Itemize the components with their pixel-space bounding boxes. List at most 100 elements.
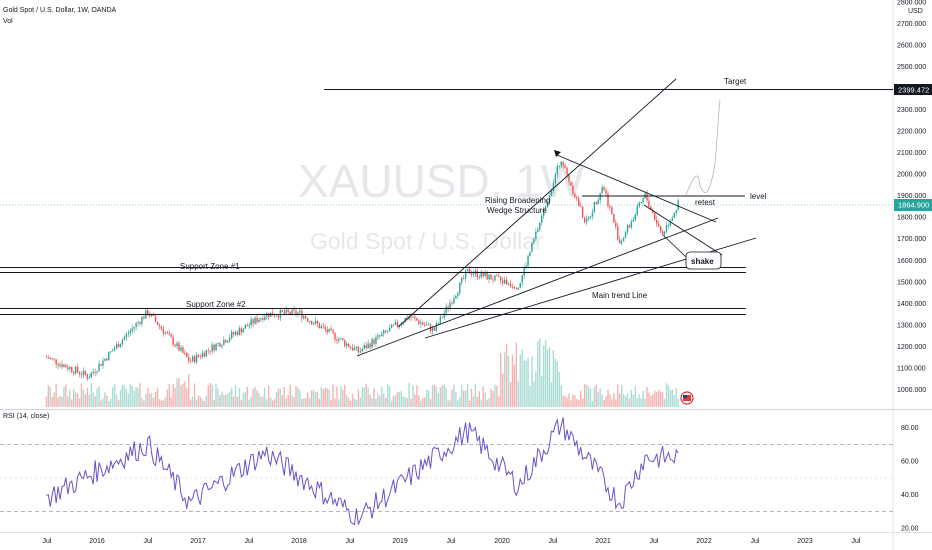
volume-bar bbox=[336, 386, 338, 407]
volume-bar bbox=[88, 394, 90, 407]
volume-bar bbox=[357, 389, 360, 407]
volume-bar bbox=[299, 390, 301, 407]
volume-bar bbox=[190, 399, 192, 407]
volume-bar bbox=[96, 388, 98, 407]
candle-body bbox=[256, 317, 258, 323]
target-price-badge bbox=[894, 84, 932, 95]
candlestick-series[interactable] bbox=[45, 161, 679, 382]
rsi-axis[interactable]: 80.00 60.00 40.00 20.00 bbox=[901, 425, 919, 533]
candle-body bbox=[661, 231, 664, 235]
retest-channel-line[interactable] bbox=[643, 204, 723, 256]
volume-bar bbox=[472, 396, 475, 407]
candle-body bbox=[414, 316, 416, 319]
volume-bar bbox=[112, 387, 114, 407]
candle-body bbox=[650, 206, 652, 210]
candle-body bbox=[205, 350, 207, 357]
candle-body bbox=[578, 198, 580, 207]
price-tick-label: 1000.000 bbox=[897, 387, 926, 394]
volume-bar bbox=[507, 356, 510, 407]
candle-body bbox=[74, 366, 77, 374]
candle-body bbox=[630, 221, 633, 228]
candle-body bbox=[264, 316, 266, 320]
candle-body bbox=[431, 327, 434, 332]
candle-body bbox=[82, 370, 85, 376]
candle-body bbox=[67, 367, 69, 370]
candle-body bbox=[365, 345, 367, 349]
volume-bar bbox=[377, 393, 379, 407]
volume-bar bbox=[654, 390, 656, 407]
volume-bar bbox=[264, 387, 266, 407]
candle-body bbox=[556, 166, 558, 175]
candle-body bbox=[346, 343, 348, 346]
candle-body bbox=[445, 306, 447, 314]
time-axis[interactable]: Jul 2016 Jul 2017 Jul 2018 Jul 2019 Jul 2020 Jul 20… bbox=[43, 538, 861, 545]
volume-bar bbox=[344, 384, 346, 407]
candle-body bbox=[591, 212, 594, 217]
main-trend-label: Main trend Line bbox=[592, 291, 648, 300]
time-tick-label: 2020 bbox=[494, 538, 510, 545]
volume-bar bbox=[455, 391, 457, 407]
wedge-upper-line[interactable] bbox=[397, 78, 677, 328]
volume-bar bbox=[203, 400, 206, 407]
candle-body bbox=[203, 352, 206, 357]
descending-resistance-line[interactable] bbox=[556, 154, 717, 223]
volume-bar bbox=[113, 384, 116, 407]
candle-body bbox=[180, 347, 182, 351]
wedge-label-line1: Rising Broadening bbox=[485, 196, 550, 205]
candle-body bbox=[673, 212, 675, 218]
candle-body bbox=[295, 310, 297, 315]
time-tick-label: Jul bbox=[245, 538, 254, 545]
volume-bar bbox=[650, 396, 652, 407]
volume-indicator-label[interactable]: Vol bbox=[3, 18, 13, 25]
candle-body bbox=[638, 202, 640, 207]
candle-body bbox=[390, 324, 393, 329]
volume-bar bbox=[595, 384, 597, 407]
target-label: Target bbox=[724, 77, 747, 86]
chart-symbol-title[interactable]: Gold Spot / U.S. Dollar, 1W, OANDA bbox=[3, 7, 117, 14]
volume-bar bbox=[102, 398, 104, 407]
candle-body bbox=[437, 323, 440, 325]
volume-bar bbox=[180, 384, 182, 407]
wedge-lower-line[interactable] bbox=[356, 217, 719, 357]
volume-bar bbox=[100, 400, 102, 407]
candle-body bbox=[652, 209, 654, 214]
volume-bar bbox=[533, 381, 535, 407]
rsi-line[interactable] bbox=[46, 417, 679, 526]
volume-bar bbox=[151, 393, 153, 407]
volume-bar bbox=[617, 384, 619, 407]
volume-bar bbox=[90, 383, 92, 407]
candle-body bbox=[677, 200, 679, 211]
price-tick-label: 1800.000 bbox=[897, 215, 926, 222]
candle-body bbox=[115, 344, 118, 349]
rsi-indicator-label[interactable]: RSI (14, close) bbox=[3, 413, 50, 420]
candle-body bbox=[158, 325, 161, 327]
price-tick-label: 2500.000 bbox=[897, 64, 926, 71]
candle-body bbox=[560, 161, 562, 166]
volume-bar bbox=[162, 400, 165, 407]
time-tick-label: Jul bbox=[751, 538, 760, 545]
rsi-tick-label: 40.00 bbox=[901, 492, 919, 499]
volume-bar bbox=[484, 392, 486, 407]
candle-body bbox=[542, 208, 545, 216]
volume-bar bbox=[82, 389, 85, 407]
volume-bar bbox=[449, 399, 451, 407]
candle-body bbox=[312, 323, 315, 325]
price-axis[interactable]: 2800.0002700.0002600.0002500.0002400.000… bbox=[897, 0, 926, 394]
shake-bubble[interactable] bbox=[685, 251, 722, 270]
candle-body bbox=[468, 268, 471, 274]
candle-body bbox=[260, 318, 262, 320]
candle-body bbox=[517, 287, 519, 290]
candle-body bbox=[143, 316, 145, 319]
candle-body bbox=[463, 278, 465, 280]
volume-bar bbox=[517, 381, 519, 407]
wedge-arrow-icon bbox=[554, 150, 561, 157]
volume-bar bbox=[152, 398, 155, 407]
time-tick-label: 2019 bbox=[392, 538, 408, 545]
candle-body bbox=[162, 329, 165, 334]
candle-body bbox=[240, 328, 243, 333]
candle-body bbox=[667, 225, 670, 227]
time-tick-label: 2023 bbox=[797, 538, 813, 545]
volume-bar bbox=[414, 394, 416, 407]
volume-bar bbox=[369, 394, 371, 407]
